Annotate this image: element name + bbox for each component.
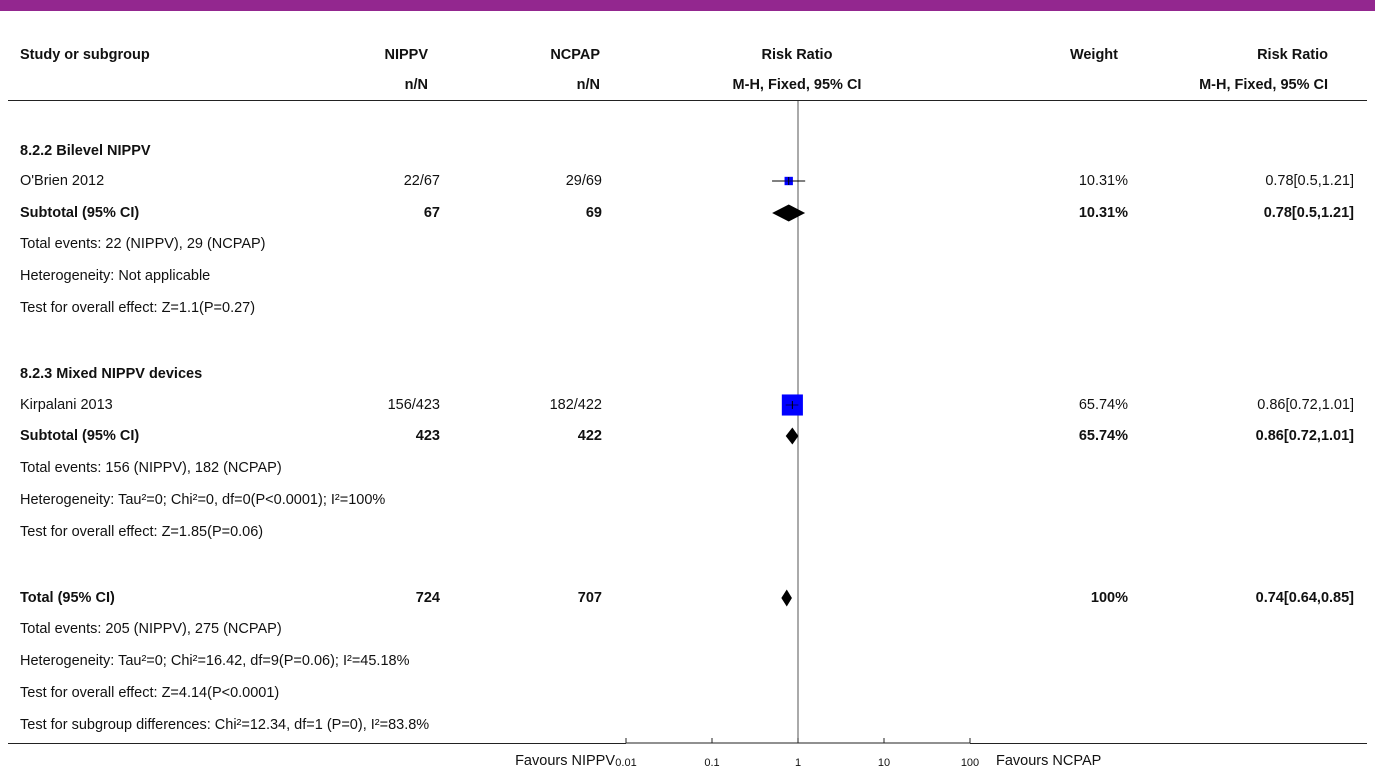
study-ci: 0.78[0.5,1.21]	[1265, 173, 1354, 189]
subtotal-label: Subtotal (95% CI)	[20, 428, 140, 444]
bottom-rule-left	[8, 743, 626, 744]
x-axis-tick-label: 0.1	[704, 757, 719, 769]
subtotal-weight: 10.31%	[1078, 205, 1128, 221]
subtotal-ci: 0.86[0.72,1.01]	[1255, 428, 1354, 444]
study-ctrl: 182/422	[549, 397, 602, 413]
bottom-rule-right	[970, 743, 1367, 744]
header-rr-sub: M-H, Fixed, 95% CI	[1199, 77, 1328, 93]
events-text: Total events: 205 (NIPPV), 275 (NCPAP)	[20, 621, 282, 637]
study-ctrl: 29/69	[565, 173, 602, 189]
events-text: Total events: 22 (NIPPV), 29 (NCPAP)	[20, 236, 266, 252]
subgroup-diff-text: Test for subgroup differences: Chi²=12.3…	[20, 717, 430, 733]
subtotal-exp: 67	[423, 205, 440, 221]
header-divider	[8, 100, 1367, 101]
study-exp: 22/67	[403, 173, 440, 189]
events-text: Total events: 156 (NIPPV), 182 (NCPAP)	[20, 460, 282, 476]
header-exp: NIPPV	[384, 47, 428, 63]
header-plot-sub: M-H, Fixed, 95% CI	[732, 77, 862, 93]
overall-effect-text: Test for overall effect: Z=1.85(P=0.06)	[20, 524, 264, 540]
heterogeneity-text: Heterogeneity: Not applicable	[20, 268, 211, 284]
subtotal-label: Subtotal (95% CI)	[20, 205, 140, 221]
header-rr: Risk Ratio	[1257, 47, 1328, 63]
overall-effect-text: Test for overall effect: Z=4.14(P<0.0001…	[20, 685, 280, 701]
subtotal-ctrl: 422	[577, 428, 602, 444]
favours-right-label: Favours NCPAP	[996, 753, 1102, 769]
study-exp: 156/423	[387, 397, 440, 413]
header-weight: Weight	[1069, 47, 1118, 63]
study-name: O'Brien 2012	[20, 173, 105, 189]
header-plot: Risk Ratio	[761, 47, 833, 63]
x-axis-tick-label: 100	[961, 757, 979, 769]
subtotal-exp: 423	[415, 428, 440, 444]
heterogeneity-text: Heterogeneity: Tau²=0; Chi²=0, df=0(P<0.…	[20, 492, 386, 508]
subtotal-diamond	[785, 427, 799, 445]
subtotal-ci: 0.78[0.5,1.21]	[1263, 205, 1354, 221]
total-weight: 100%	[1090, 590, 1128, 606]
subtotal-ctrl: 69	[585, 205, 602, 221]
x-axis-tick-label: 10	[878, 757, 890, 769]
study-ci: 0.86[0.72,1.01]	[1257, 397, 1354, 413]
favours-left-label: Favours NIPPV	[515, 753, 615, 769]
subgroup-title: 8.2.3 Mixed NIPPV devices	[20, 366, 203, 382]
x-axis-tick-label: 0.01	[615, 757, 636, 769]
subtotal-diamond	[772, 204, 806, 222]
study-weight: 10.31%	[1078, 173, 1128, 189]
header-exp-sub: n/N	[404, 77, 428, 93]
total-exp: 724	[415, 590, 440, 606]
header-ctrl-sub: n/N	[576, 77, 600, 93]
header-ctrl: NCPAP	[550, 47, 600, 63]
x-axis-tick-label: 1	[795, 757, 801, 769]
subtotal-weight: 65.74%	[1078, 428, 1128, 444]
total-diamond	[781, 589, 792, 607]
overall-effect-text: Test for overall effect: Z=1.1(P=0.27)	[20, 300, 256, 316]
header-study: Study or subgroup	[20, 47, 150, 63]
accent-bar	[0, 0, 1375, 11]
study-name: Kirpalani 2013	[20, 397, 113, 413]
total-label: Total (95% CI)	[20, 590, 115, 606]
heterogeneity-text: Heterogeneity: Tau²=0; Chi²=16.42, df=9(…	[20, 653, 410, 669]
subgroup-title: 8.2.2 Bilevel NIPPV	[20, 143, 151, 159]
total-ci: 0.74[0.64,0.85]	[1255, 590, 1354, 606]
study-weight: 65.74%	[1078, 397, 1128, 413]
total-ctrl: 707	[577, 590, 602, 606]
